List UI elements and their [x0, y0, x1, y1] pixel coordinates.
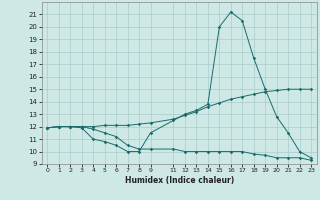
X-axis label: Humidex (Indice chaleur): Humidex (Indice chaleur)	[124, 176, 234, 185]
